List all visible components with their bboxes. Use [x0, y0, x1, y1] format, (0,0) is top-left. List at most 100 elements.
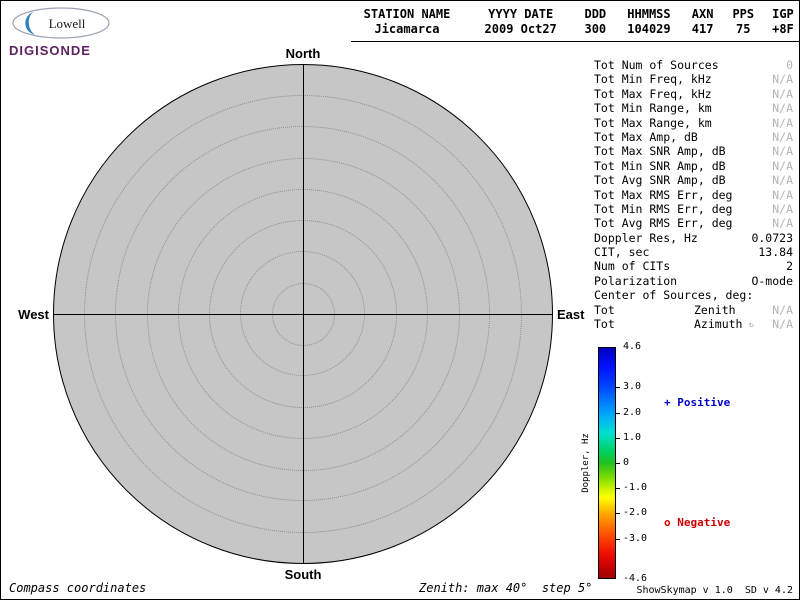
stat-label: Tot Max RMS Err, deg: [594, 187, 733, 202]
colorbar-tick-label: -1.0: [623, 482, 648, 493]
stat-row: Tot Avg SNR Amp, dB N/A: [594, 173, 793, 187]
stat-value: 2: [786, 259, 793, 274]
stat-label: Polarization: [594, 273, 678, 288]
stat-value: N/A: [772, 201, 793, 216]
colorbar-tick-label: -4.6: [623, 573, 648, 584]
legend-negative: o Negative: [664, 516, 730, 529]
stat-label: Center of Sources, deg:: [594, 288, 754, 303]
stat-value: N/A: [772, 86, 793, 101]
stat-label: CIT, sec: [594, 245, 650, 260]
compass-south-label: South: [284, 567, 322, 582]
stats-panel: Tot Num of Sources 0 Tot Min Freq, kHz N/A…: [594, 58, 793, 331]
stat-row: Tot Max Freq, kHz N/A: [594, 87, 793, 101]
colorbar-axis-title: Doppler, Hz: [581, 433, 591, 493]
positive-marker-icon: +: [664, 396, 671, 409]
stat-label: Tot Max Range, km: [594, 115, 712, 130]
compass-east-label: East: [557, 307, 585, 322]
stat-row: Tot Min RMS Err, deg N/A: [594, 202, 793, 216]
stat-label: Tot Avg RMS Err, deg: [594, 216, 733, 231]
colorbar-tick-label: -2.0: [623, 507, 648, 518]
colorbar-tick: [616, 387, 620, 388]
north-south-axis: [303, 64, 304, 564]
stat-label: Doppler Res, Hz: [594, 230, 698, 245]
header-label: STATION NAME: [363, 7, 451, 21]
header-label: PPS: [732, 7, 755, 21]
version-label: ShowSkymap v 1.0 SD v 4.2: [636, 585, 793, 596]
azimuth-arrow-icon: ↻: [749, 320, 754, 330]
stat-row: Num of CITs 2: [594, 259, 793, 273]
legend-negative-label: Negative: [677, 516, 731, 529]
stat-label: Tot Min Range, km: [594, 101, 712, 116]
lowell-logo-oval: Lowell: [12, 7, 110, 39]
stat-value: N/A: [772, 302, 793, 317]
stat-row: Polarization O-mode: [594, 274, 793, 288]
skymap-polar-plot: [53, 64, 553, 564]
stat-label: Tot Num of Sources: [594, 58, 719, 72]
stat-row: Tot Zenith N/A: [594, 303, 793, 317]
stat-row: Tot Avg RMS Err, deg N/A: [594, 216, 793, 230]
stat-row: Doppler Res, Hz 0.0723: [594, 231, 793, 245]
header-label: AXN: [691, 7, 714, 21]
stat-value: 13.84: [758, 245, 793, 260]
stat-value: N/A: [772, 317, 793, 332]
stat-row: Tot Azimuth ↻ N/A: [594, 317, 793, 331]
stat-row: CIT, sec 13.84: [594, 245, 793, 259]
logo-swoosh-icon: [25, 12, 35, 35]
stat-value: N/A: [772, 115, 793, 130]
colorbar-tick: [616, 513, 620, 514]
stat-sublabel: Azimuth: [694, 317, 743, 332]
colorbar-tick-label: 1.0: [623, 432, 642, 443]
logo-brand-text: Lowell: [49, 16, 86, 31]
colorbar-tick-label: 0: [623, 457, 630, 468]
time-value: 104029: [627, 22, 671, 36]
compass-north-label: North: [285, 46, 321, 61]
header-label: DDD: [584, 7, 607, 21]
stat-value: N/A: [772, 144, 793, 159]
header-labels-row: STATION NAME YYYY DATE DDD HHMMSS AXN PP…: [351, 7, 799, 22]
header-values-row: Jicamarca 2009 Oct27 300 104029 417 75 +…: [351, 22, 799, 37]
stat-sublabel: Zenith: [694, 302, 736, 317]
colorbar-tick-label: -3.0: [623, 533, 648, 544]
stat-row: Tot Max RMS Err, deg N/A: [594, 188, 793, 202]
stat-value: N/A: [772, 72, 793, 87]
stat-value: N/A: [772, 173, 793, 188]
colorbar-tick-label: 3.0: [623, 381, 642, 392]
negative-marker-icon: o: [664, 516, 671, 529]
colorbar-tick-label: 4.6: [623, 341, 642, 352]
stat-label: Tot: [594, 317, 615, 332]
stat-label: Tot Max Amp, dB: [594, 129, 698, 144]
doppler-colorbar: [598, 347, 616, 579]
stat-label: Tot Min Freq, kHz: [594, 72, 712, 87]
stat-label: Tot Max Freq, kHz: [594, 86, 712, 101]
stat-row: Center of Sources, deg:: [594, 288, 793, 302]
stat-value: 0.0723: [751, 230, 793, 245]
zenith-range-label: Zenith: max 40° step 5°: [419, 581, 593, 595]
stat-row: Tot Min Range, km N/A: [594, 101, 793, 115]
lowell-logo: Lowell DIGISONDE: [9, 5, 119, 58]
header-label: IGP: [772, 7, 794, 21]
stat-row: Tot Num of Sources 0: [594, 58, 793, 72]
legend-positive: + Positive: [664, 396, 730, 409]
axn-value: 417: [691, 22, 714, 36]
stat-value: N/A: [772, 158, 793, 173]
stat-row: Tot Max SNR Amp, dB N/A: [594, 144, 793, 158]
igp-value: +8F: [772, 22, 794, 36]
stat-label: Tot Avg SNR Amp, dB: [594, 173, 726, 188]
header-label: HHMMSS: [627, 7, 671, 21]
colorbar-tick: [616, 463, 620, 464]
digisonde-wordmark: DIGISONDE: [9, 43, 91, 58]
colorbar-tick: [616, 413, 620, 414]
stat-label: Num of CITs: [594, 259, 671, 274]
date-value: 2009 Oct27: [484, 22, 557, 36]
colorbar-tick: [616, 539, 620, 540]
stat-value: N/A: [772, 216, 793, 231]
legend-positive-label: Positive: [677, 396, 731, 409]
pps-value: 75: [736, 22, 751, 36]
stat-label: Tot Min SNR Amp, dB: [594, 158, 726, 173]
stat-label: Tot Min RMS Err, deg: [594, 201, 733, 216]
stat-row: Tot Max Range, km N/A: [594, 116, 793, 130]
stat-row: Tot Max Amp, dB N/A: [594, 130, 793, 144]
header-label: YYYY DATE: [488, 7, 554, 21]
header-table: STATION NAME YYYY DATE DDD HHMMSS AXN PP…: [351, 7, 799, 42]
stat-value: N/A: [772, 187, 793, 202]
